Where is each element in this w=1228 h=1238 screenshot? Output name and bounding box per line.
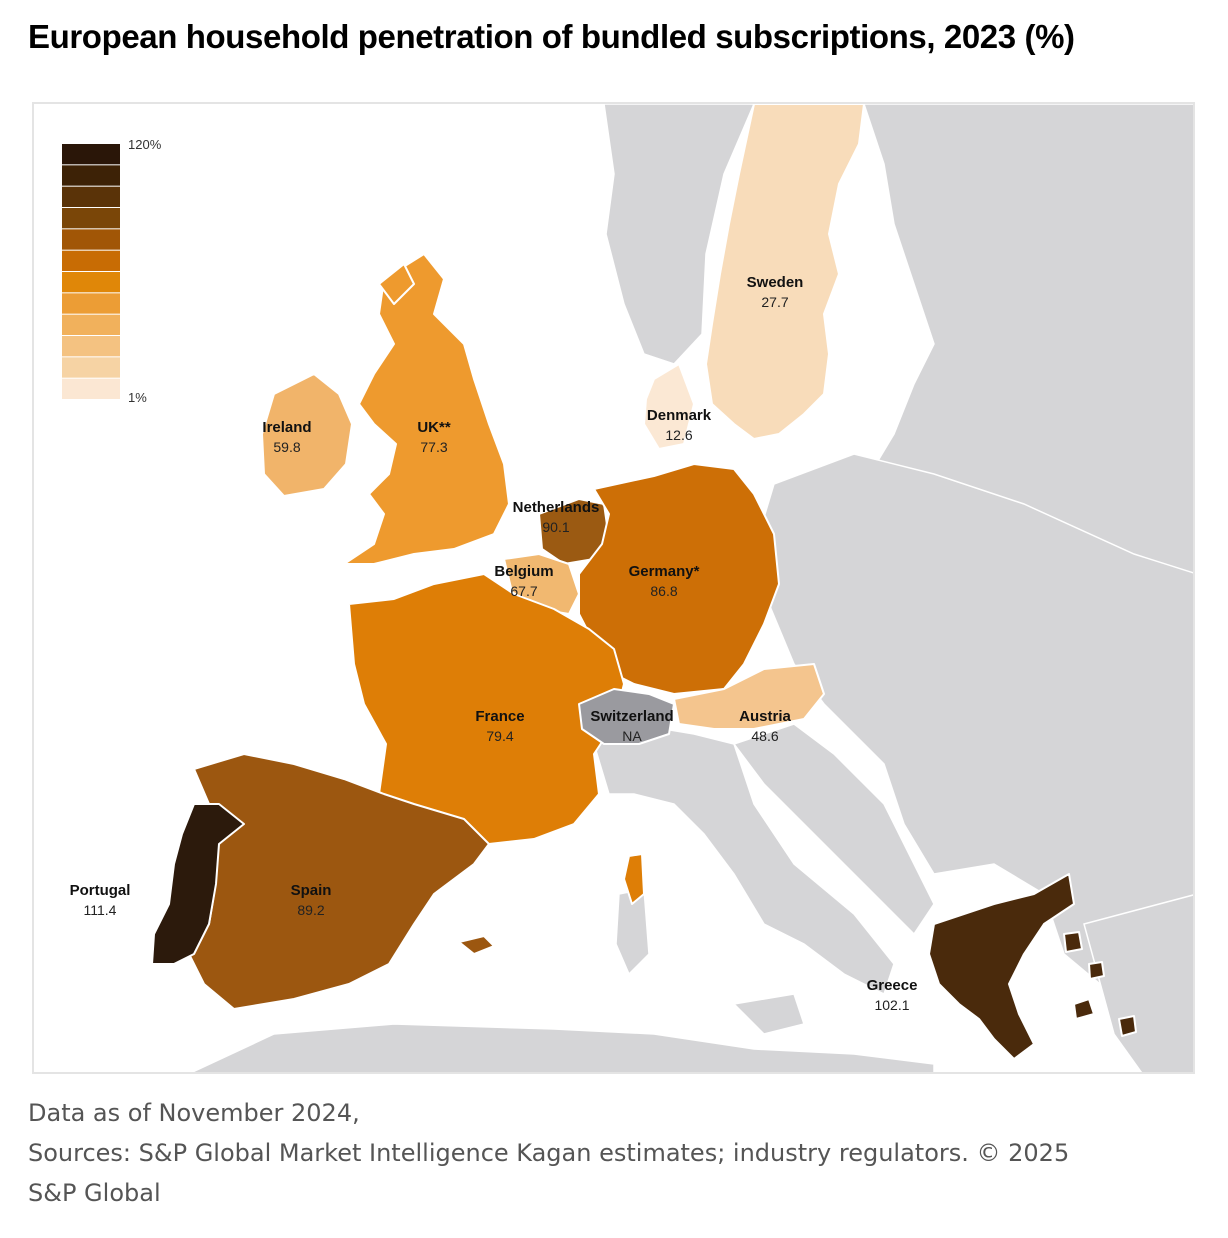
switzerland-value: NA <box>622 728 642 744</box>
footer-notes: Data as of November 2024, Sources: S&P G… <box>28 1093 1198 1213</box>
portugal-region[interactable] <box>151 803 245 965</box>
map-frame: 120% 1% Sweden 27.7 Denmark 12.6 Ireland… <box>32 102 1195 1074</box>
greece-value: 102.1 <box>874 997 909 1013</box>
uk-label: UK** <box>417 419 451 436</box>
france-label: France <box>475 708 524 725</box>
background-land <box>190 104 1193 1072</box>
legend-swatch <box>62 144 120 165</box>
germany-value: 86.8 <box>650 583 677 599</box>
legend-min-label: 1% <box>128 390 147 405</box>
legend-swatch <box>62 208 120 229</box>
europe-map: 120% 1% Sweden 27.7 Denmark 12.6 Ireland… <box>62 104 1193 1072</box>
footer-copyright: S&P Global <box>28 1179 161 1207</box>
footer-date-note: Data as of November 2024, <box>28 1099 360 1127</box>
legend <box>62 144 120 399</box>
netherlands-value: 90.1 <box>542 519 569 535</box>
balearic-region[interactable] <box>458 935 495 955</box>
greece-label: Greece <box>867 977 918 994</box>
ireland-value: 59.8 <box>273 439 300 455</box>
italy-land <box>593 723 895 996</box>
sicily-land <box>732 993 805 1035</box>
uk-value: 77.3 <box>420 439 447 455</box>
france-value: 79.4 <box>486 728 513 744</box>
chart-title: European household penetration of bundle… <box>28 18 1075 55</box>
germany-label: Germany* <box>629 563 700 580</box>
north-africa-land <box>190 1023 935 1072</box>
corsica-region[interactable] <box>623 853 645 905</box>
belgium-value: 67.7 <box>510 583 537 599</box>
greece-region[interactable] <box>928 873 1075 1060</box>
spain-value: 89.2 <box>297 902 324 918</box>
legend-swatch <box>62 314 120 335</box>
legend-swatch <box>62 357 120 378</box>
austria-region[interactable] <box>673 663 825 730</box>
colored-countries <box>151 104 1137 1060</box>
austria-label: Austria <box>739 708 791 725</box>
switzerland-label: Switzerland <box>590 708 673 725</box>
denmark-value: 12.6 <box>665 427 692 443</box>
france-region[interactable] <box>348 573 625 845</box>
uk-region[interactable] <box>343 253 510 565</box>
croatia-balkans-land <box>732 723 935 936</box>
legend-swatch <box>62 229 120 250</box>
spain-label: Spain <box>291 882 332 899</box>
switzerland-region[interactable] <box>578 688 675 745</box>
sweden-region[interactable] <box>705 104 865 440</box>
legend-swatch <box>62 336 120 357</box>
greece-islands[interactable] <box>1063 931 1137 1037</box>
legend-swatch <box>62 250 120 271</box>
portugal-label: Portugal <box>70 882 131 899</box>
legend-max-label: 120% <box>128 137 162 152</box>
legend-swatch <box>62 272 120 293</box>
legend-swatch <box>62 293 120 314</box>
denmark-region[interactable] <box>643 363 695 450</box>
legend-swatch <box>62 186 120 207</box>
norway-land <box>603 104 755 365</box>
footer-sources: Sources: S&P Global Market Intelligence … <box>28 1139 1070 1167</box>
portugal-value: 111.4 <box>84 902 117 918</box>
ireland-region[interactable] <box>261 373 353 497</box>
country-labels: Sweden 27.7 Denmark 12.6 Ireland 59.8 UK… <box>70 274 918 1013</box>
ireland-label: Ireland <box>262 419 311 436</box>
austria-value: 48.6 <box>751 728 778 744</box>
legend-swatch <box>62 378 120 399</box>
legend-swatch <box>62 165 120 186</box>
uk-scotland-top[interactable] <box>378 263 415 305</box>
belgium-label: Belgium <box>494 563 553 580</box>
denmark-label: Denmark <box>647 407 712 424</box>
netherlands-label: Netherlands <box>513 499 600 516</box>
sweden-value: 27.7 <box>761 294 788 310</box>
turkey-land <box>1083 894 1193 1072</box>
sweden-label: Sweden <box>747 274 804 291</box>
